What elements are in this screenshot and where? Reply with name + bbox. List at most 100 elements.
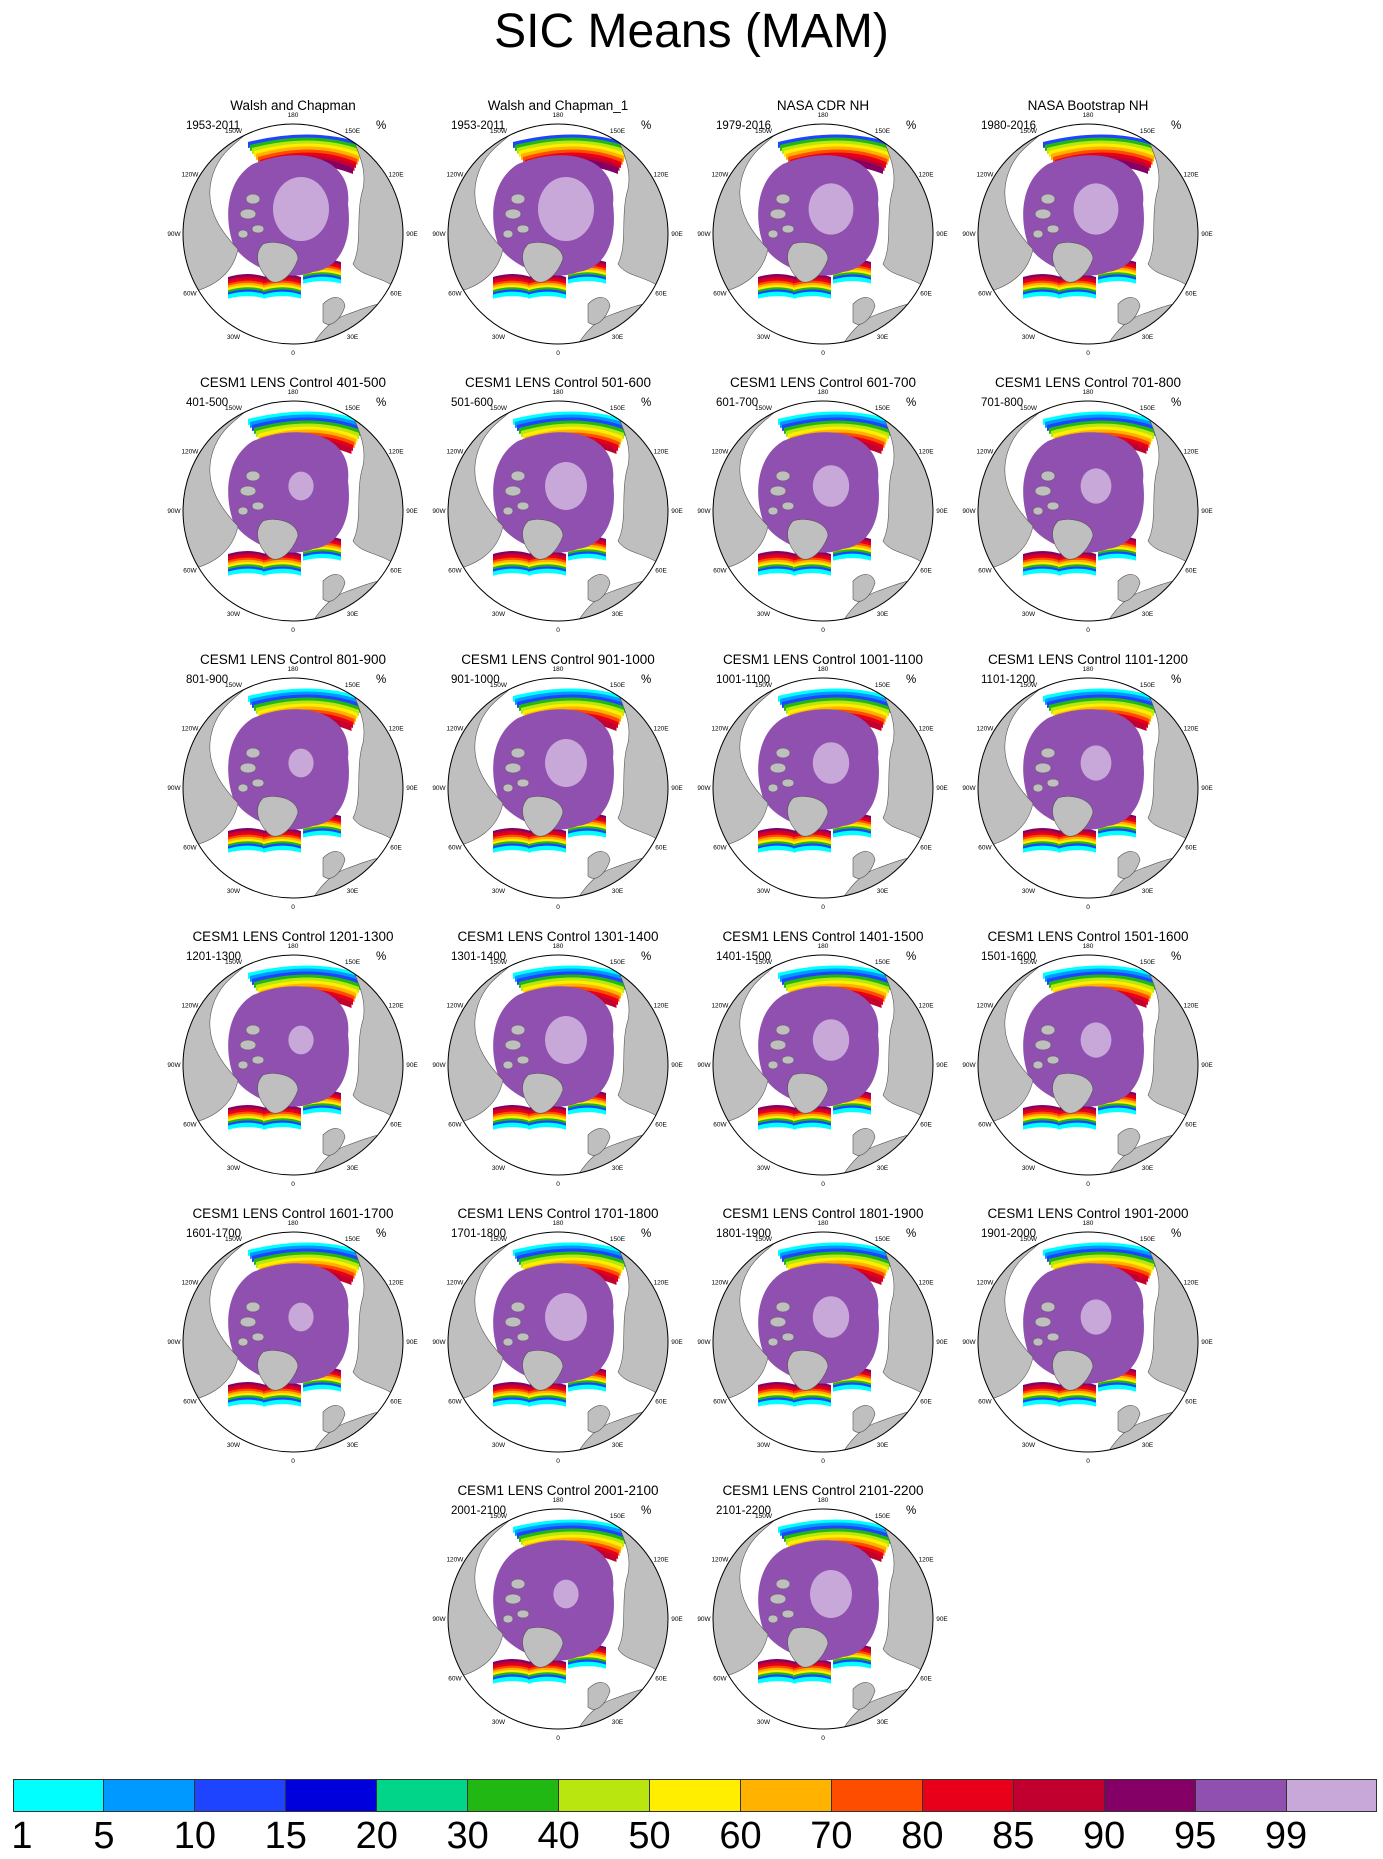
ice-concentration-band-atlantic [793, 291, 831, 299]
map-boundary [712, 1231, 934, 1453]
ice-concentration-band-atlantic [303, 1384, 341, 1392]
arctic-island [767, 1337, 779, 1347]
longitude-label: 180 [818, 389, 829, 396]
colorbar-label: 70 [810, 1815, 853, 1857]
ice-concentration-band-atlantic [1058, 1122, 1096, 1130]
panel-title: CESM1 LENS Control 1501-1600 [987, 929, 1189, 944]
longitude-label: 150W [755, 405, 773, 412]
arctic-island [516, 224, 530, 234]
longitude-label: 60E [1185, 568, 1197, 575]
ice-concentration-band-atlantic [833, 276, 871, 284]
longitude-label: 30E [1142, 888, 1154, 895]
polar-stereographic-map: 180 150E 120E 90E 60E 30E 0 30W 60W 90W 120W 150W [962, 112, 1213, 357]
greenland-landmass [257, 519, 299, 560]
longitude-label: 180 [553, 1497, 564, 1504]
ice-concentration-band-pacific [254, 974, 361, 990]
arctic-island [781, 1332, 795, 1342]
ice-concentration-band-pacific [784, 143, 891, 159]
ice-core-99 [812, 1019, 850, 1061]
longitude-label: 60W [978, 568, 992, 575]
arctic-island [510, 470, 526, 482]
longitude-label: 150W [490, 959, 508, 966]
ice-concentration-band-pacific [252, 1248, 362, 1264]
longitude-label: 60W [448, 568, 462, 575]
longitude-label: 90E [936, 1616, 948, 1623]
ice-concentration-band-pacific [515, 137, 629, 153]
greenland-landmass [522, 242, 564, 283]
longitude-label: 60E [655, 1676, 667, 1683]
longitude-label: 30E [612, 888, 624, 895]
colorbar-cell [650, 1779, 741, 1812]
longitude-label: 30E [1142, 1442, 1154, 1449]
arctic-island [1034, 1039, 1052, 1051]
longitude-label: 150W [755, 1513, 773, 1520]
longitude-label: 150E [875, 1236, 891, 1243]
ice-concentration-band-pacific [513, 134, 630, 150]
map-boundary [712, 123, 934, 345]
longitude-label: 0 [291, 627, 295, 634]
arctic-island [775, 747, 791, 759]
ice-concentration-band-atlantic [1058, 845, 1096, 853]
longitude-label: 60W [183, 291, 197, 298]
ice-concentration-band-atlantic [833, 1384, 871, 1392]
longitude-label: 150W [225, 959, 243, 966]
longitude-label: 60E [1185, 291, 1197, 298]
panel-unit: % [376, 120, 387, 132]
arctic-island [781, 778, 795, 788]
ice-core-99 [288, 748, 314, 778]
map-panel: CESM1 LENS Control 1601-1700 1601-1700% 18… [148, 1206, 438, 1465]
ice-concentration-band-atlantic [758, 1122, 796, 1130]
ice-concentration-band-pacific [784, 1251, 891, 1267]
ice-concentration-band-atlantic [528, 568, 566, 576]
arctic-island [239, 1039, 257, 1051]
colorbar-label: 99 [1264, 1815, 1308, 1857]
scandinavia-landmass [852, 851, 876, 879]
ice-concentration-band-atlantic [1098, 553, 1136, 561]
map-panel: CESM1 LENS Control 1901-2000 1901-2000% 18… [943, 1206, 1233, 1465]
longitude-label: 60W [183, 845, 197, 852]
panel-title: CESM1 LENS Control 901-1000 [461, 652, 655, 667]
longitude-label: 90E [936, 508, 948, 515]
longitude-label: 0 [821, 1458, 825, 1465]
arctic-island [239, 762, 257, 774]
panel-period: 1980-2016 [981, 120, 1036, 132]
ice-concentration-band-atlantic [528, 291, 566, 299]
longitude-label: 60E [390, 1399, 402, 1406]
ice-concentration-band-pacific [786, 423, 889, 439]
longitude-label: 150W [225, 1236, 243, 1243]
longitude-label: 150W [755, 128, 773, 135]
arctic-island [251, 224, 265, 234]
panel-period: 901-1000 [451, 674, 500, 686]
ice-concentration-band-pacific [523, 1257, 623, 1273]
ice-concentration-band-pacific [1047, 1248, 1157, 1264]
longitude-label: 30E [877, 888, 889, 895]
panel-period: 1101-1200 [981, 674, 1036, 686]
ice-concentration-band-pacific [515, 968, 629, 984]
longitude-label: 150E [875, 959, 891, 966]
longitude-label: 180 [288, 943, 299, 950]
longitude-label: 90W [962, 1339, 976, 1346]
arctic-island [769, 1039, 787, 1051]
ice-core-99 [538, 177, 594, 241]
ice-concentration-band-pacific [517, 971, 627, 987]
colorbar-label: 40 [537, 1815, 580, 1857]
arctic-island [767, 1060, 779, 1070]
ice-concentration-band-pacific [517, 694, 627, 710]
panel-title: CESM1 LENS Control 1901-2000 [987, 1206, 1189, 1221]
colorbar-cell [559, 1779, 650, 1812]
polar-stereographic-map: 180 150E 120E 90E 60E 30E 0 30W 60W 90W 120W 150W [432, 666, 683, 911]
longitude-label: 30E [877, 611, 889, 618]
ice-concentration-band-pacific [256, 1254, 359, 1270]
colorbar-cell [1014, 1779, 1105, 1812]
longitude-label: 60W [978, 1122, 992, 1129]
longitude-label: 60E [390, 291, 402, 298]
longitude-label: 120W [446, 449, 464, 456]
longitude-label: 90W [432, 785, 446, 792]
ice-concentration-band-pacific [252, 694, 362, 710]
longitude-label: 150W [490, 1513, 508, 1520]
panel-unit: % [641, 1505, 652, 1517]
ice-concentration-band-pacific [780, 968, 894, 984]
ice-concentration-band-pacific [778, 1519, 895, 1535]
panel-period: 1601-1700 [186, 1228, 241, 1240]
colorbar-cell [1105, 1779, 1196, 1812]
